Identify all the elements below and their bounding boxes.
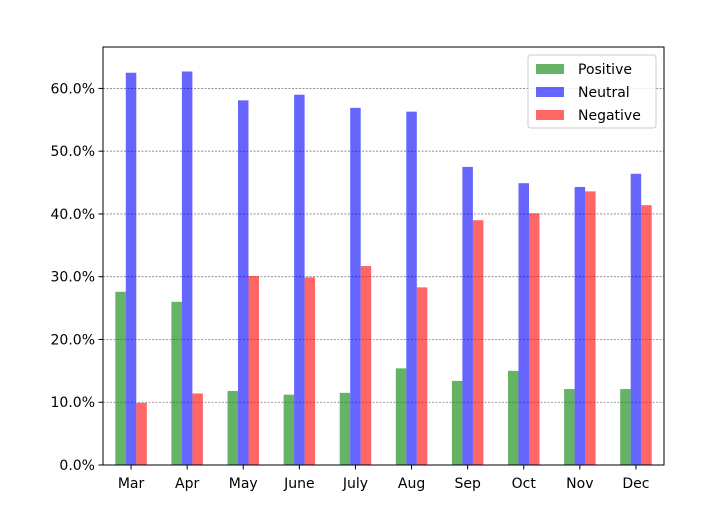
legend-label-neutral: Neutral <box>578 85 630 101</box>
y-tick-label: 40.0% <box>51 207 95 223</box>
bar-negative-june <box>304 277 316 465</box>
plot-frame <box>102 46 665 466</box>
bar-negative-nov <box>585 191 596 465</box>
bar-negative-oct <box>529 213 540 465</box>
legend-label-positive: Positive <box>578 62 632 78</box>
x-tick-label: Dec <box>622 476 649 492</box>
bar-neutral-apr <box>181 71 193 465</box>
x-tick-label: Aug <box>398 476 425 492</box>
legend: Positive Neutral Negative <box>527 54 657 129</box>
x-tick-label: May <box>229 476 258 492</box>
bar-positive-nov <box>564 389 575 465</box>
legend-label-negative: Negative <box>578 108 641 124</box>
x-tick-label: June <box>283 476 315 492</box>
bar-positive-apr <box>171 301 182 465</box>
x-tick-label: Nov <box>566 476 593 492</box>
bars <box>115 71 652 466</box>
y-tick-label: 0.0% <box>59 458 95 474</box>
y-tick-label: 30.0% <box>51 270 95 286</box>
x-tick-label: Apr <box>175 476 199 492</box>
bar-negative-july <box>360 266 372 465</box>
y-tick-label: 20.0% <box>51 332 95 348</box>
bar-neutral-june <box>294 94 305 465</box>
bar-positive-july <box>339 392 351 465</box>
x-tick-label: Mar <box>118 476 145 492</box>
bar-positive-may <box>227 390 238 465</box>
bar-neutral-nov <box>574 186 586 465</box>
bar-neutral-oct <box>518 183 529 465</box>
bar-neutral-dec <box>630 173 642 466</box>
y-tick-label: 50.0% <box>51 144 95 160</box>
bar-negative-aug <box>416 287 428 465</box>
bar-neutral-sep <box>462 166 473 465</box>
legend-swatch-neutral <box>536 87 564 97</box>
bar-neutral-aug <box>406 111 417 466</box>
y-tick-label: 60.0% <box>51 81 95 97</box>
bar-positive-mar <box>115 291 126 465</box>
legend-swatch-positive <box>536 64 564 74</box>
bar-negative-mar <box>136 402 147 465</box>
bar-positive-sep <box>451 380 463 465</box>
bar-neutral-mar <box>125 72 137 466</box>
y-tick-label: 10.0% <box>51 395 95 411</box>
bar-negative-apr <box>192 393 203 465</box>
bar-positive-aug <box>395 368 407 465</box>
bar-positive-oct <box>508 370 519 465</box>
bar-neutral-july <box>350 107 361 465</box>
bar-negative-sep <box>472 220 484 465</box>
bar-negative-dec <box>641 205 652 465</box>
x-tick-label: Oct <box>512 476 537 492</box>
bar-neutral-may <box>238 100 249 465</box>
bar-positive-june <box>283 394 295 465</box>
legend-swatch-negative <box>536 110 564 120</box>
x-tick-label: Sep <box>454 476 481 492</box>
axes: 0.0% 10.0% 20.0% 30.0% 40.0% 50.0% 60.0% Mar Apr… <box>51 46 665 492</box>
bar-positive-dec <box>620 389 631 465</box>
bar-negative-may <box>248 276 259 465</box>
x-tick-label: July <box>342 476 368 492</box>
